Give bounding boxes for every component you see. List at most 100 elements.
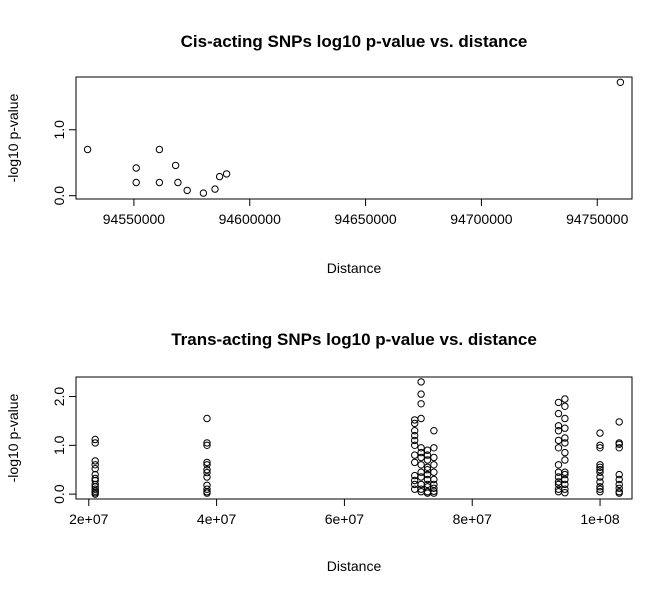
trans-data-point — [423, 470, 432, 479]
trans-data-point — [596, 485, 604, 493]
trans-data-point — [554, 422, 563, 430]
trans-x-tick-label: 6e+07 — [325, 511, 365, 527]
trans-data-point — [411, 485, 419, 493]
cis-data-point — [183, 186, 191, 195]
cis-x-tick-label: 94550000 — [103, 211, 166, 227]
cis-x-tick-label: 94600000 — [219, 211, 282, 227]
trans-data-point — [596, 429, 604, 437]
trans-data-point — [615, 489, 623, 497]
trans-x-tick-label: 1e+08 — [580, 511, 620, 527]
cis-data-point — [222, 170, 231, 178]
trans-data-point — [554, 473, 563, 481]
cis-y-axis: 0.0 1.0 — [51, 120, 77, 206]
trans-x-tick-label: 8e+07 — [453, 511, 493, 527]
trans-data-point — [430, 475, 438, 484]
trans-data-point — [91, 457, 99, 465]
trans-data-point — [203, 473, 211, 481]
cis-data-point — [83, 145, 92, 154]
trans-data-point — [430, 427, 438, 435]
trans-data-point — [417, 390, 425, 398]
cis-x-tick-label: 94700000 — [450, 211, 513, 227]
trans-data-point — [596, 466, 604, 474]
trans-data-point — [430, 484, 438, 492]
trans-data-point — [561, 434, 569, 442]
trans-data-point — [423, 451, 432, 459]
cis-x-axis-label: Distance — [327, 260, 382, 276]
trans-data-point — [554, 427, 563, 435]
cis-panel: Cis-acting SNPs log10 p-value vs. distan… — [5, 32, 633, 276]
trans-data-point — [411, 436, 419, 445]
trans-data-point — [596, 488, 604, 496]
trans-data-point — [554, 436, 563, 445]
cis-chart-title: Cis-acting SNPs log10 p-value vs. distan… — [181, 32, 528, 51]
trans-data-point — [91, 485, 99, 493]
trans-data-point — [417, 444, 425, 452]
trans-data-point — [561, 470, 569, 479]
trans-data-point — [596, 463, 604, 471]
trans-data-point — [615, 418, 623, 426]
cis-data-point — [155, 145, 164, 154]
trans-data-point — [554, 398, 563, 407]
trans-data-point — [411, 458, 419, 467]
trans-data-point — [561, 489, 569, 497]
trans-data-point — [411, 441, 419, 449]
trans-data-point — [91, 435, 99, 444]
cis-data-point — [199, 189, 208, 197]
cis-y-tick-label: 0.0 — [51, 186, 67, 206]
trans-data-point — [430, 444, 438, 452]
cis-x-tick-label: 94750000 — [566, 211, 629, 227]
trans-data-point — [203, 458, 211, 467]
trans-panel: Trans-acting SNPs log10 p-value vs. dist… — [5, 330, 633, 574]
trans-data-point — [203, 466, 211, 474]
trans-data-point — [554, 444, 563, 452]
trans-data-point — [615, 470, 623, 479]
trans-data-point — [561, 414, 569, 423]
trans-data-point — [417, 485, 425, 493]
trans-y-axis-label: -log10 p-value — [5, 393, 21, 482]
trans-data-point — [561, 424, 569, 432]
cis-data-point — [171, 161, 180, 170]
trans-data-point — [554, 409, 563, 418]
trans-x-axis-label: Distance — [327, 558, 382, 574]
trans-data-point — [417, 468, 425, 476]
trans-x-tick-label: 2e+07 — [69, 511, 109, 527]
cis-points — [83, 78, 625, 197]
trans-data-point — [430, 487, 438, 495]
trans-data-point — [411, 419, 419, 428]
trans-data-point — [430, 489, 438, 497]
trans-y-tick-label: 1.0 — [51, 435, 67, 455]
trans-data-point — [417, 473, 425, 481]
trans-y-axis: 0.0 1.0 2.0 — [51, 387, 77, 504]
trans-data-point — [561, 475, 569, 484]
trans-data-point — [615, 484, 623, 492]
trans-data-point — [596, 483, 604, 491]
cis-plot-frame — [75, 76, 633, 200]
trans-data-point — [615, 444, 623, 452]
trans-data-point — [203, 489, 211, 497]
cis-data-point — [132, 178, 140, 187]
trans-data-point — [417, 400, 425, 408]
cis-data-point — [616, 78, 625, 87]
trans-data-point — [596, 461, 604, 469]
trans-data-point — [561, 485, 569, 493]
cis-data-point — [215, 172, 224, 181]
trans-data-point — [596, 473, 604, 481]
cis-y-axis-label: -log10 p-value — [5, 93, 21, 182]
trans-data-point — [411, 427, 419, 435]
trans-data-point — [561, 480, 569, 489]
trans-data-point — [430, 461, 438, 469]
trans-chart-title: Trans-acting SNPs log10 p-value vs. dist… — [171, 330, 537, 349]
trans-data-point — [411, 431, 419, 440]
trans-data-point — [554, 461, 563, 469]
trans-plot-frame — [75, 376, 633, 500]
trans-data-point — [561, 456, 569, 464]
trans-data-point — [596, 468, 604, 476]
trans-y-tick-label: 0.0 — [51, 484, 67, 504]
trans-data-point — [411, 451, 419, 459]
trans-data-point — [596, 478, 604, 486]
trans-data-point — [561, 402, 569, 410]
trans-x-tick-label: 4e+07 — [197, 511, 237, 527]
trans-data-point — [554, 478, 563, 486]
trans-y-tick-label: 2.0 — [51, 387, 67, 407]
cis-y-tick-label: 1.0 — [51, 120, 67, 140]
